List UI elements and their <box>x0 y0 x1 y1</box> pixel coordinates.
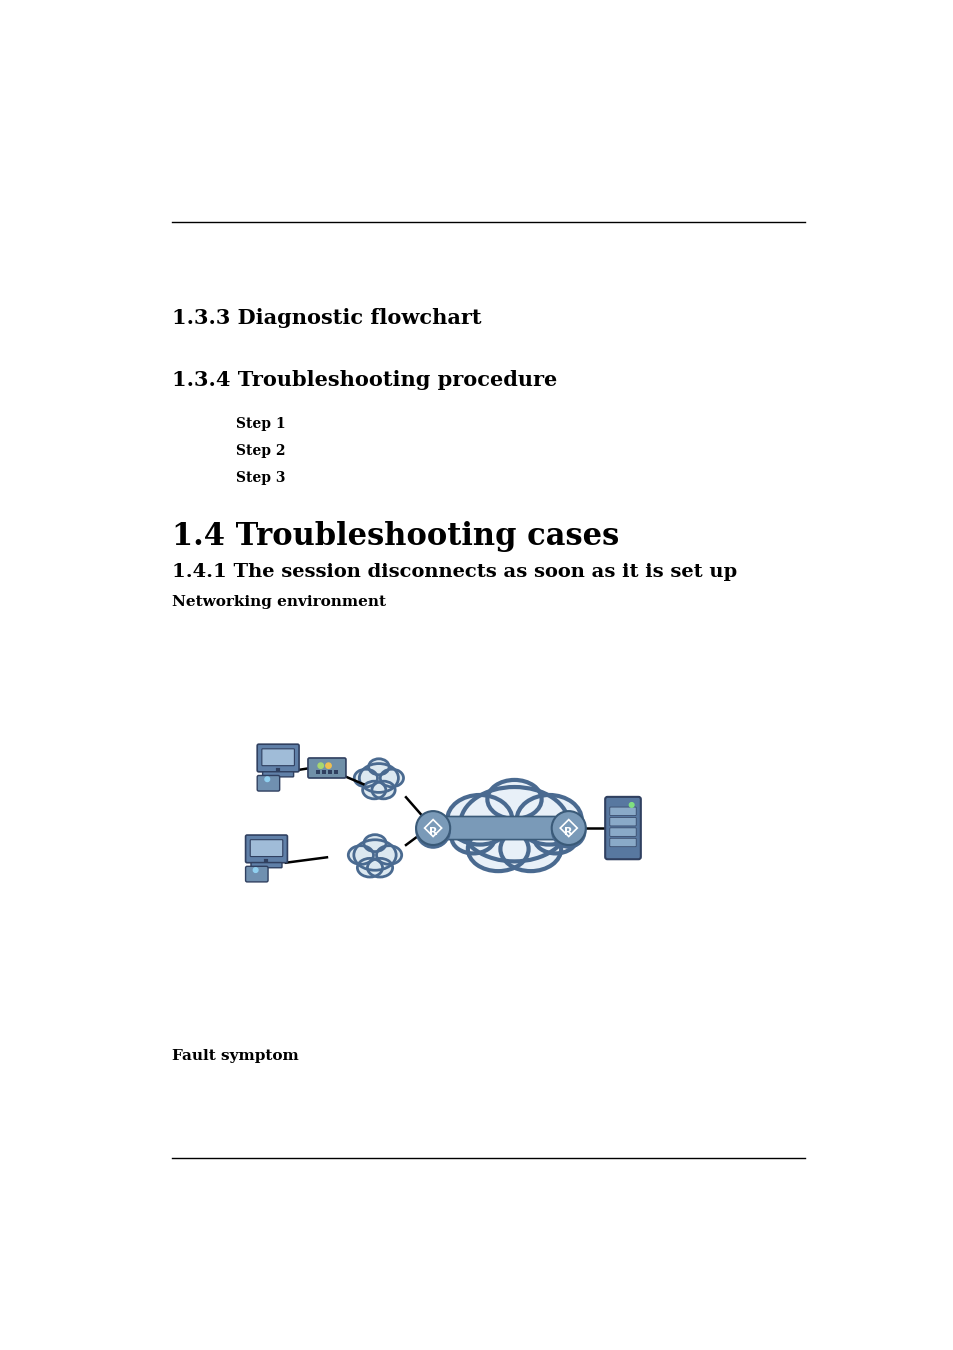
FancyBboxPatch shape <box>245 836 287 863</box>
Ellipse shape <box>517 795 581 845</box>
Ellipse shape <box>368 759 389 775</box>
FancyBboxPatch shape <box>261 749 294 765</box>
Ellipse shape <box>380 769 403 787</box>
FancyBboxPatch shape <box>308 757 346 778</box>
Circle shape <box>629 803 634 807</box>
Circle shape <box>325 763 331 768</box>
Text: R: R <box>564 828 573 837</box>
Ellipse shape <box>376 845 401 864</box>
Text: Step 1: Step 1 <box>235 417 285 431</box>
FancyBboxPatch shape <box>445 817 556 840</box>
Ellipse shape <box>500 826 560 871</box>
FancyBboxPatch shape <box>251 863 282 868</box>
Circle shape <box>265 776 270 782</box>
FancyBboxPatch shape <box>250 840 282 856</box>
FancyBboxPatch shape <box>262 772 294 776</box>
Ellipse shape <box>459 787 568 861</box>
FancyBboxPatch shape <box>609 818 636 826</box>
FancyBboxPatch shape <box>257 744 298 772</box>
Text: 1.4 Troubleshooting cases: 1.4 Troubleshooting cases <box>172 521 619 552</box>
FancyBboxPatch shape <box>609 838 636 846</box>
Ellipse shape <box>487 780 541 819</box>
FancyBboxPatch shape <box>245 867 268 882</box>
Circle shape <box>551 811 585 845</box>
Ellipse shape <box>363 834 386 852</box>
Text: Step 2: Step 2 <box>235 444 285 458</box>
Circle shape <box>551 814 585 848</box>
Bar <box>321 771 325 774</box>
Text: 1.4.1 The session disconnects as soon as it is set up: 1.4.1 The session disconnects as soon as… <box>172 563 737 582</box>
Ellipse shape <box>372 782 395 799</box>
Circle shape <box>416 811 450 845</box>
Ellipse shape <box>354 769 377 787</box>
Text: Networking environment: Networking environment <box>172 595 386 609</box>
Ellipse shape <box>451 822 495 853</box>
Circle shape <box>416 814 450 848</box>
FancyBboxPatch shape <box>257 775 279 791</box>
FancyBboxPatch shape <box>609 807 636 815</box>
Text: 1.3.4 Troubleshooting procedure: 1.3.4 Troubleshooting procedure <box>172 370 558 390</box>
Ellipse shape <box>447 795 512 845</box>
Text: R: R <box>429 828 436 837</box>
Text: Step 3: Step 3 <box>235 471 285 485</box>
Ellipse shape <box>359 764 398 792</box>
Text: 1.3.3 Diagnostic flowchart: 1.3.3 Diagnostic flowchart <box>172 308 481 328</box>
Ellipse shape <box>367 859 393 878</box>
FancyBboxPatch shape <box>609 828 636 837</box>
Ellipse shape <box>354 840 395 871</box>
Bar <box>334 771 337 774</box>
Circle shape <box>253 868 257 872</box>
Bar <box>328 771 332 774</box>
Text: Fault symptom: Fault symptom <box>172 1049 299 1062</box>
FancyBboxPatch shape <box>604 796 640 859</box>
Ellipse shape <box>362 782 385 799</box>
Ellipse shape <box>348 845 373 864</box>
Ellipse shape <box>357 859 382 878</box>
Ellipse shape <box>467 826 528 871</box>
Bar <box>315 771 319 774</box>
Circle shape <box>317 763 323 768</box>
Ellipse shape <box>534 822 577 853</box>
